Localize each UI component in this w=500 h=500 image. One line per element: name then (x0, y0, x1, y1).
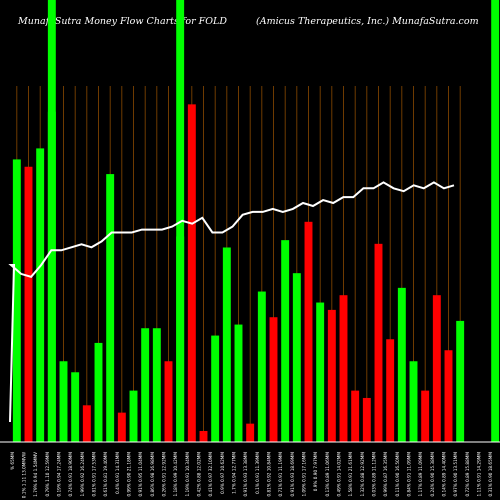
data-bar (59, 361, 68, 442)
x-tick-label: 0.1% 0.91 11.39MM (255, 452, 260, 494)
data-bar (292, 273, 301, 442)
data-bar (211, 335, 220, 442)
data-bar (386, 339, 395, 442)
x-tick-label: 0.13% 0.89 11.06MM (325, 452, 330, 497)
data-bar (351, 390, 360, 442)
x-tick-label: 0.11% 0.90 16.50MM (395, 452, 400, 497)
x-tick-label: 0.14% 0.89 14.40MM (442, 452, 447, 497)
data-bar (141, 328, 150, 442)
data-bar (12, 159, 21, 442)
data-bar (327, 309, 336, 442)
data-bar (71, 372, 80, 442)
data-bar (82, 405, 91, 442)
data-bar (222, 247, 231, 442)
x-tick-label: 0.19% 0.94 17.24MM (57, 452, 62, 497)
x-tick-label: 0.97% 0.90 13.51MM (453, 452, 458, 497)
money-flow-line (8, 181, 455, 423)
x-tick-label: 1.18% 0.99 10.42MM (173, 452, 178, 497)
chart-title-left: MunafaSutra Money Flow Charts for FOLD (18, 16, 227, 27)
x-tick-label: 0.71% 0.91 11.19MM (278, 452, 283, 497)
x-tick-label: 0.86% 0.98 16.98MM (150, 452, 155, 497)
data-bar (246, 423, 255, 442)
data-bar (187, 104, 196, 443)
x-tick-label: 0.31% 0.90 18.65MM (488, 452, 493, 497)
data-bar (106, 174, 115, 442)
highlight-bar (491, 0, 500, 442)
data-bar (234, 324, 243, 442)
data-bar (456, 320, 465, 442)
x-tick-label: 0.61% 0.81 19.40MM (103, 452, 108, 497)
x-tick-label: 0.72% 0.89 15.88MM (465, 452, 470, 497)
x-tick-label: 0.1% 1.11 13.0MMVW (22, 452, 27, 498)
data-bar (36, 148, 45, 442)
x-tick-label: 0.41% 0.97 32.10MM (208, 452, 213, 497)
x-tick-label: 0.84% 0.91 11.09MM (407, 452, 412, 497)
x-tick-label: 0.24% 0.90 15.38MM (430, 452, 435, 497)
data-bar (374, 243, 383, 442)
x-tick-label: 0.79% 1.10 12.59MM (45, 452, 50, 497)
x-tick-label: 1.32% 0.88 12.92MM (360, 452, 365, 497)
data-bar (281, 240, 290, 442)
x-tick-label: 0.74% 0.91 18.90MM (68, 452, 73, 497)
data-bar (164, 361, 173, 442)
x-tick-label: % 65MM (10, 452, 15, 470)
chart-title-right: (Amicus Therapeutics, Inc.) MunafaSutra.… (256, 16, 479, 27)
data-bar (444, 350, 453, 442)
x-tick-label: 0.4% 0.91 14.31MM (115, 452, 120, 494)
x-tick-label: 0.91% 0.95 11.04MM (138, 452, 143, 497)
x-tick-label: 0.91% 0.93 13.38MM (243, 452, 248, 497)
x-tick-label: 0.81% 0.91 17.53MM (92, 452, 97, 497)
x-tick-label: 0.26% 0.91 12.92MM (162, 452, 167, 497)
x-tick-label: 1.7% 0.94 12.77MM (232, 452, 237, 494)
x-tick-label: 1.11% 0.91 14.29MM (477, 452, 482, 497)
data-bar (94, 342, 103, 442)
data-bar (199, 430, 208, 442)
data-bar (304, 221, 313, 442)
data-bar (257, 291, 266, 442)
data-bar (432, 295, 441, 442)
data-bar (269, 317, 278, 442)
data-bar (117, 412, 126, 442)
data-bar (47, 111, 56, 442)
data-bar (409, 361, 418, 442)
x-tick-label: 1.58% 0.91 21.61MM (348, 452, 353, 497)
x-tick-label: 0.99% 0.90 21.18MM (127, 452, 132, 497)
x-tick-label: 1.99% 0.92 16.24MM (80, 452, 85, 497)
x-tick-label: 0.81% 0.92 10.84MM (267, 452, 272, 497)
data-bar (421, 390, 430, 442)
x-tick-label: 1.19% 0.91 10.34MM (185, 452, 190, 497)
data-bar (129, 390, 138, 442)
x-tick-label: 0.42% 0.88 12.02MM (197, 452, 202, 497)
data-bar (176, 236, 185, 442)
data-bar (397, 287, 406, 442)
x-tick-label: 0.9% 0.90 7.97MM (313, 452, 318, 492)
data-bar (24, 166, 33, 442)
data-bar (316, 302, 325, 442)
x-tick-label: 0.49% 0.91 14.02MM (337, 452, 342, 497)
data-bar (362, 397, 371, 442)
x-tick-label: 0.03% 0.89 11.12MM (372, 452, 377, 497)
x-tick-label: 0.99% 0.87 16.35MM (383, 452, 388, 497)
x-tick-label: 1.17% 0.89 11.09MM (418, 452, 423, 497)
x-tick-label: 1.09% 0.91 17.16MM (302, 452, 307, 497)
x-tick-label: 0.91% 0.93 18.69MM (290, 452, 295, 497)
x-tick-label: 1.79% 0.94 1.54MMV (33, 452, 38, 497)
data-bar (152, 328, 161, 442)
data-bar (339, 295, 348, 442)
x-tick-label: 0.9% 0.97 10.62MM (220, 452, 225, 494)
